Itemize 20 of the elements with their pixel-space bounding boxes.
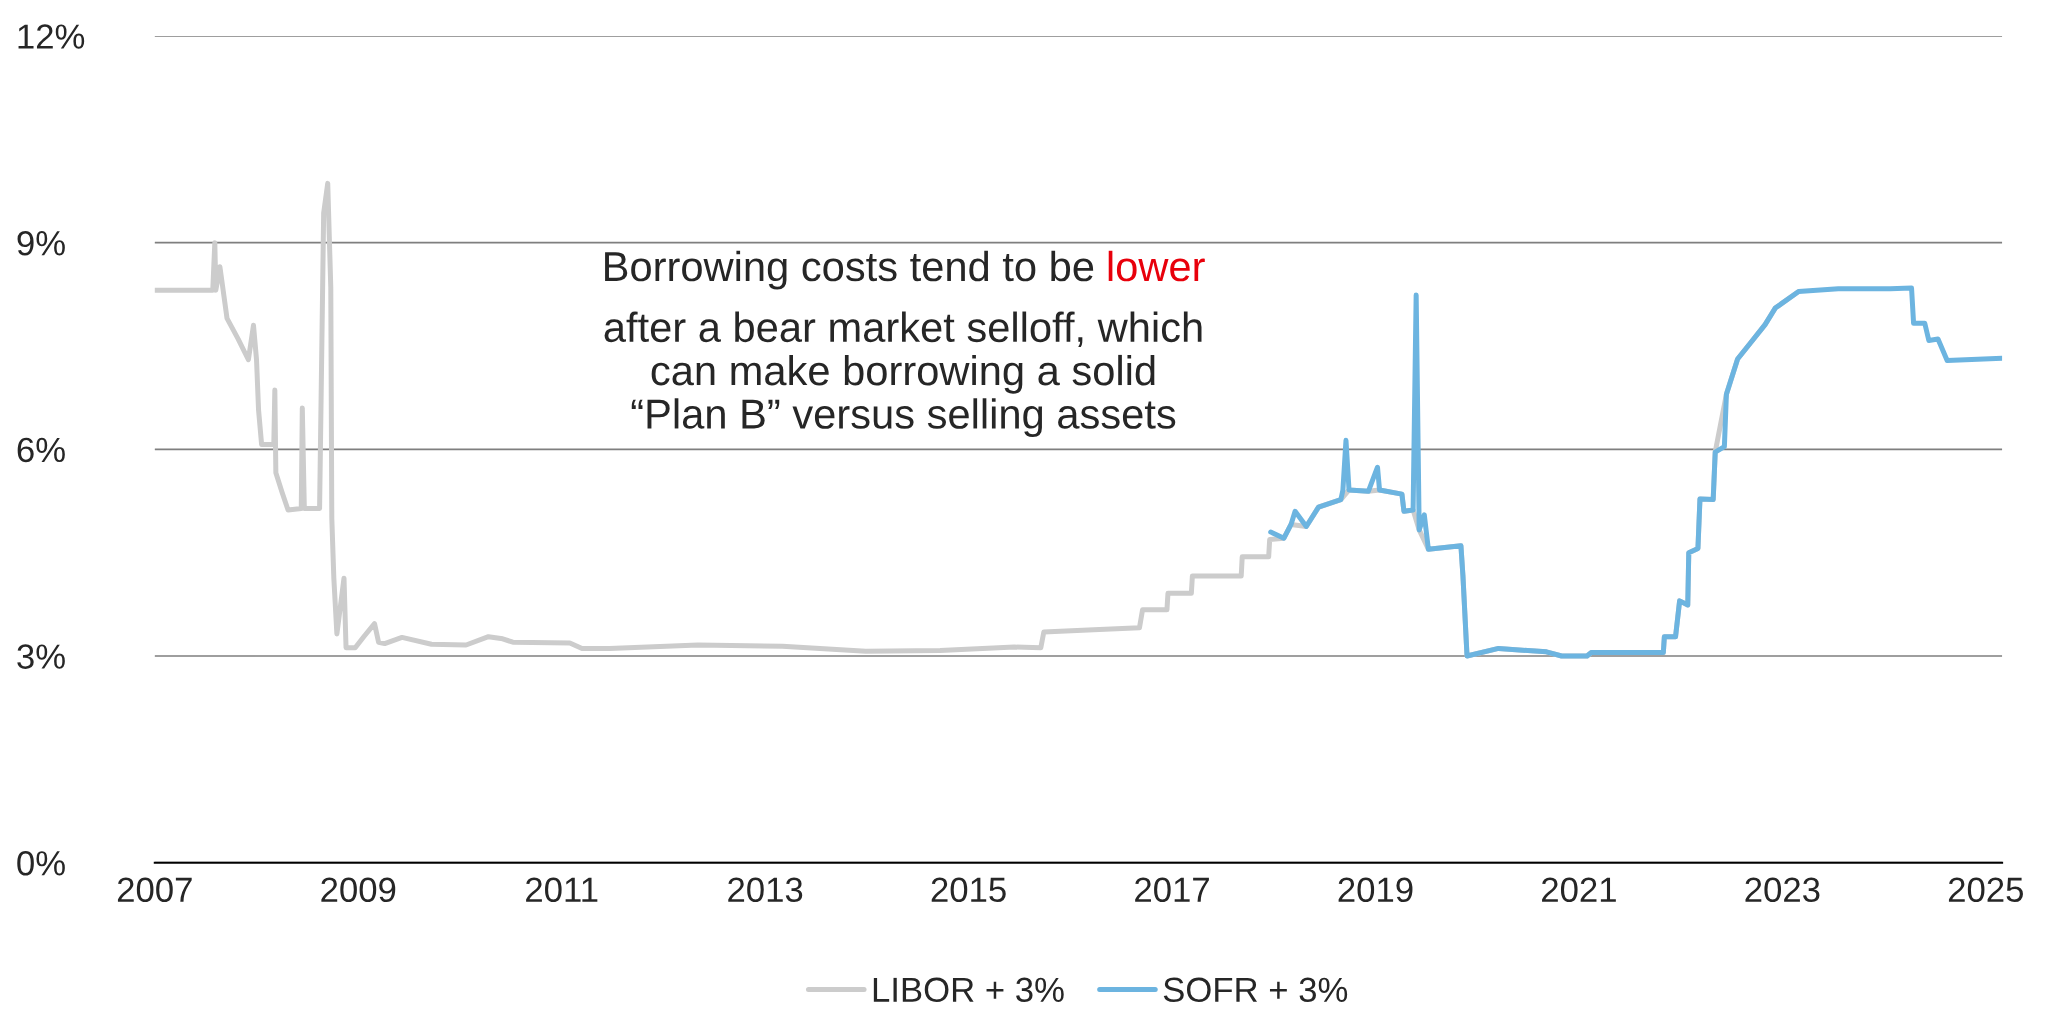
x-tick-label: 2021: [1542, 877, 1616, 903]
y-tick-label: 3%: [17, 644, 65, 669]
y-tick-label: 6%: [17, 437, 65, 463]
x-tick-label: 2013: [728, 877, 803, 903]
x-tick-label: 2025: [1948, 877, 2023, 903]
x-tick-label: 2017: [1135, 877, 1209, 903]
y-tick-label: 0%: [17, 851, 65, 876]
annotation: after a bear market selloff, which can make borrowing a solid “Plan B” versus selling assets: [604, 311, 1202, 438]
x-tick-label: 2023: [1745, 877, 1820, 903]
x-tick-label: 2007: [117, 877, 192, 903]
annotation: Borrowing costs tend to be: [605, 250, 1094, 290]
y-tick-label: 9%: [17, 230, 65, 256]
x-tick-label: 2011: [526, 877, 598, 903]
legend-label: LIBOR + 3%: [873, 977, 1064, 1003]
annotation: lower: [1108, 250, 1205, 282]
legend-label: SOFR + 3%: [1163, 977, 1348, 1003]
y-tick-label: 12%: [18, 24, 85, 49]
x-tick-label: 2009: [321, 877, 396, 903]
x-tick-label: 2019: [1338, 877, 1413, 903]
x-tick-label: 2015: [931, 877, 1006, 903]
